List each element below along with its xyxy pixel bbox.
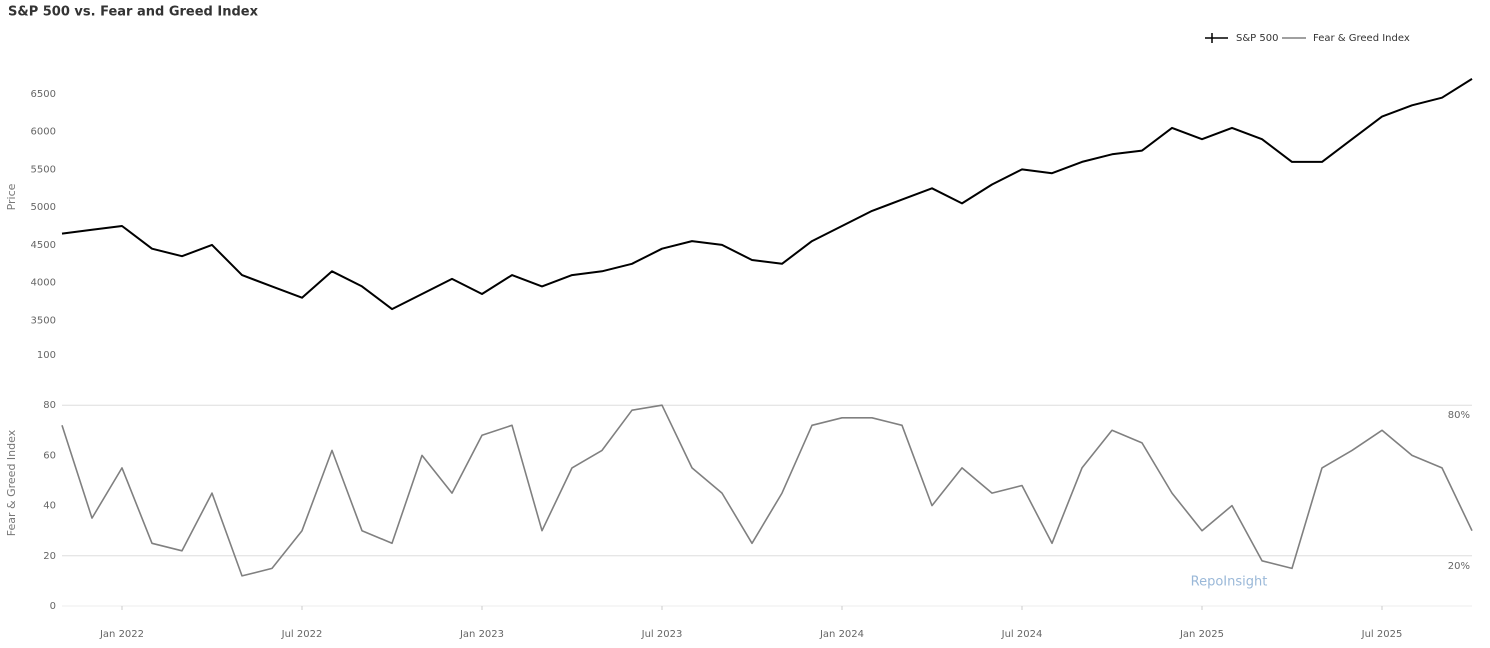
y-tick-label: 6000 [31,127,56,138]
data-line [61,404,1473,577]
y-axis-title: Price [5,183,18,210]
x-tick-label: Jan 2024 [819,629,864,640]
x-tick-label: Jul 2025 [1361,629,1403,640]
data-line [61,78,1473,311]
reference-label: 80% [1448,410,1470,421]
y-tick-label: 3500 [31,315,56,326]
y-tick-label: 4500 [31,240,56,251]
x-tick-label: Jul 2023 [641,629,683,640]
y-tick-label: 80 [43,400,56,411]
y-tick-label: 5500 [31,164,56,175]
x-tick-label: Jul 2022 [281,629,323,640]
y-tick-label: 4000 [31,278,56,289]
y-tick-label: 20 [43,551,56,562]
y-tick-label: 40 [43,501,56,512]
y-tick-label: 60 [43,450,56,461]
watermark: RepoInsight [1191,575,1268,590]
y-tick-label: 5000 [31,202,56,213]
x-tick-label: Jan 2023 [459,629,504,640]
chart-title: S&P 500 vs. Fear and Greed Index [8,5,259,20]
x-tick-label: Jan 2022 [99,629,144,640]
y-axis-title: Fear & Greed Index [5,429,18,536]
legend-label: S&P 500 [1236,33,1278,44]
x-tick-label: Jul 2024 [1001,629,1043,640]
legend: S&P 500 Fear & Greed Index [1205,33,1410,44]
y-tick-label: 100 [37,350,56,361]
x-tick-label: Jan 2025 [1179,629,1224,640]
reference-label: 20% [1448,561,1470,572]
legend-label: Fear & Greed Index [1313,33,1410,44]
y-tick-label: 0 [50,601,56,612]
y-tick-label: 6500 [31,89,56,100]
